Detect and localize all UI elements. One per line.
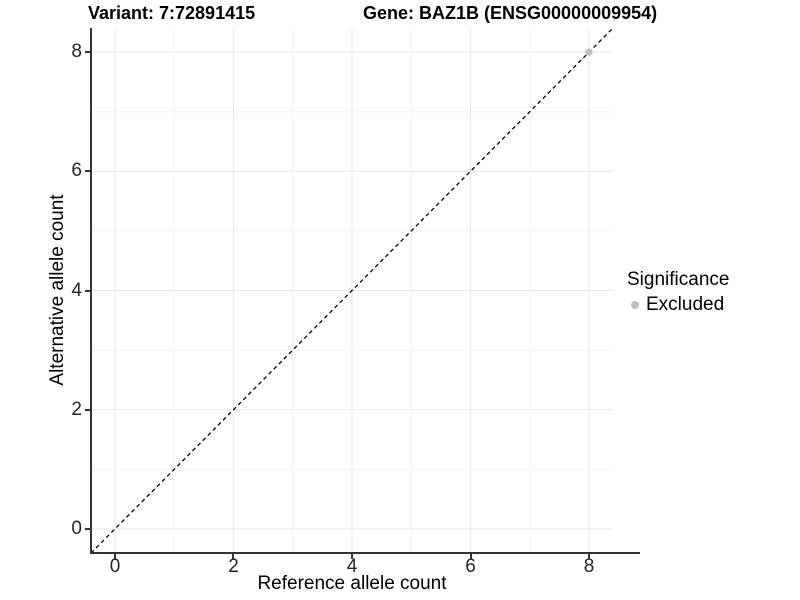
y-tick-label: 8 bbox=[71, 41, 82, 63]
y-tick-label: 0 bbox=[71, 517, 82, 539]
y-tick-label: 6 bbox=[71, 160, 82, 182]
plot-panel bbox=[91, 28, 613, 553]
x-tick-mark bbox=[113, 554, 116, 559]
x-tick-mark bbox=[469, 554, 472, 559]
x-tick-mark bbox=[351, 554, 353, 559]
y-axis-title: Alternative allele count bbox=[47, 194, 68, 386]
x-tick-label: 0 bbox=[109, 556, 121, 577]
identity-dashed-line bbox=[91, 28, 613, 553]
x-tick-mark bbox=[232, 554, 235, 559]
plot-title-variant: Variant: 7:72891415 bbox=[88, 3, 256, 23]
x-axis-line bbox=[90, 552, 640, 554]
y-tick-mark bbox=[85, 170, 90, 173]
y-tick-mark bbox=[85, 408, 90, 411]
x-tick-label: 6 bbox=[465, 556, 476, 577]
y-tick-label: 4 bbox=[71, 279, 82, 301]
y-tick-mark bbox=[85, 51, 90, 54]
legend-title: Significance bbox=[627, 269, 730, 290]
legend-item-excluded: Excluded bbox=[627, 294, 729, 316]
x-tick-label: 4 bbox=[346, 556, 358, 577]
y-tick-label: 2 bbox=[71, 398, 82, 420]
x-tick-mark bbox=[588, 554, 590, 559]
data-point bbox=[585, 48, 593, 56]
legend-item-label: Excluded bbox=[646, 294, 725, 315]
y-axis-line bbox=[90, 28, 92, 554]
plot-title-gene: Gene: BAZ1B (ENSG00000009954) bbox=[363, 3, 658, 23]
legend-excluded-dot-icon bbox=[631, 301, 639, 309]
x-axis-title: Reference allele count bbox=[257, 573, 447, 594]
x-tick-label: 8 bbox=[583, 556, 595, 577]
y-tick-mark bbox=[85, 289, 90, 292]
y-tick-mark bbox=[85, 527, 90, 530]
x-tick-label: 2 bbox=[228, 556, 239, 577]
legend: Significance Excluded bbox=[627, 268, 729, 316]
